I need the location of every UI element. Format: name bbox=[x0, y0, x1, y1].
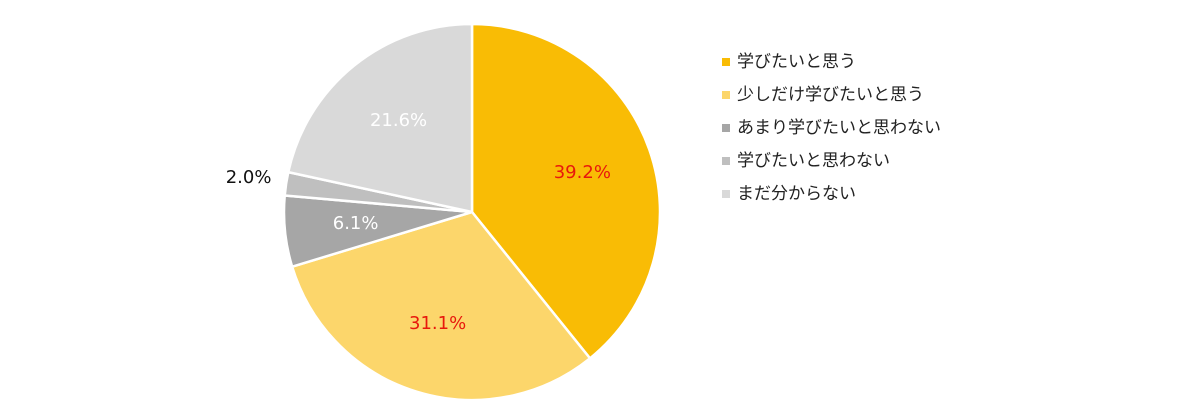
data-label: 6.1% bbox=[333, 213, 379, 234]
data-label: 2.0% bbox=[226, 167, 272, 188]
pie-slice bbox=[286, 22, 474, 214]
legend-swatch bbox=[722, 124, 730, 132]
data-label: 39.2% bbox=[554, 162, 611, 183]
pie-slice bbox=[470, 22, 662, 361]
legend-label: 学びたいと思う bbox=[737, 52, 856, 72]
data-label: 31.1% bbox=[409, 313, 466, 334]
legend-label: 学びたいと思わない bbox=[737, 151, 890, 171]
legend-label: 少しだけ学びたいと思う bbox=[737, 85, 924, 105]
legend-label: まだ分からない bbox=[737, 184, 856, 204]
legend-label: あまり学びたいと思わない bbox=[737, 118, 941, 138]
legend-swatch bbox=[722, 190, 730, 198]
data-label: 21.6% bbox=[370, 110, 427, 131]
legend-swatch bbox=[722, 157, 730, 165]
legend-swatch bbox=[722, 91, 730, 99]
legend-swatch bbox=[722, 58, 730, 66]
pie-slice bbox=[290, 210, 592, 402]
